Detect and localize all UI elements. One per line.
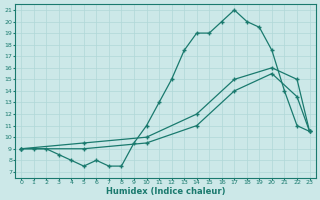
X-axis label: Humidex (Indice chaleur): Humidex (Indice chaleur) <box>106 187 225 196</box>
